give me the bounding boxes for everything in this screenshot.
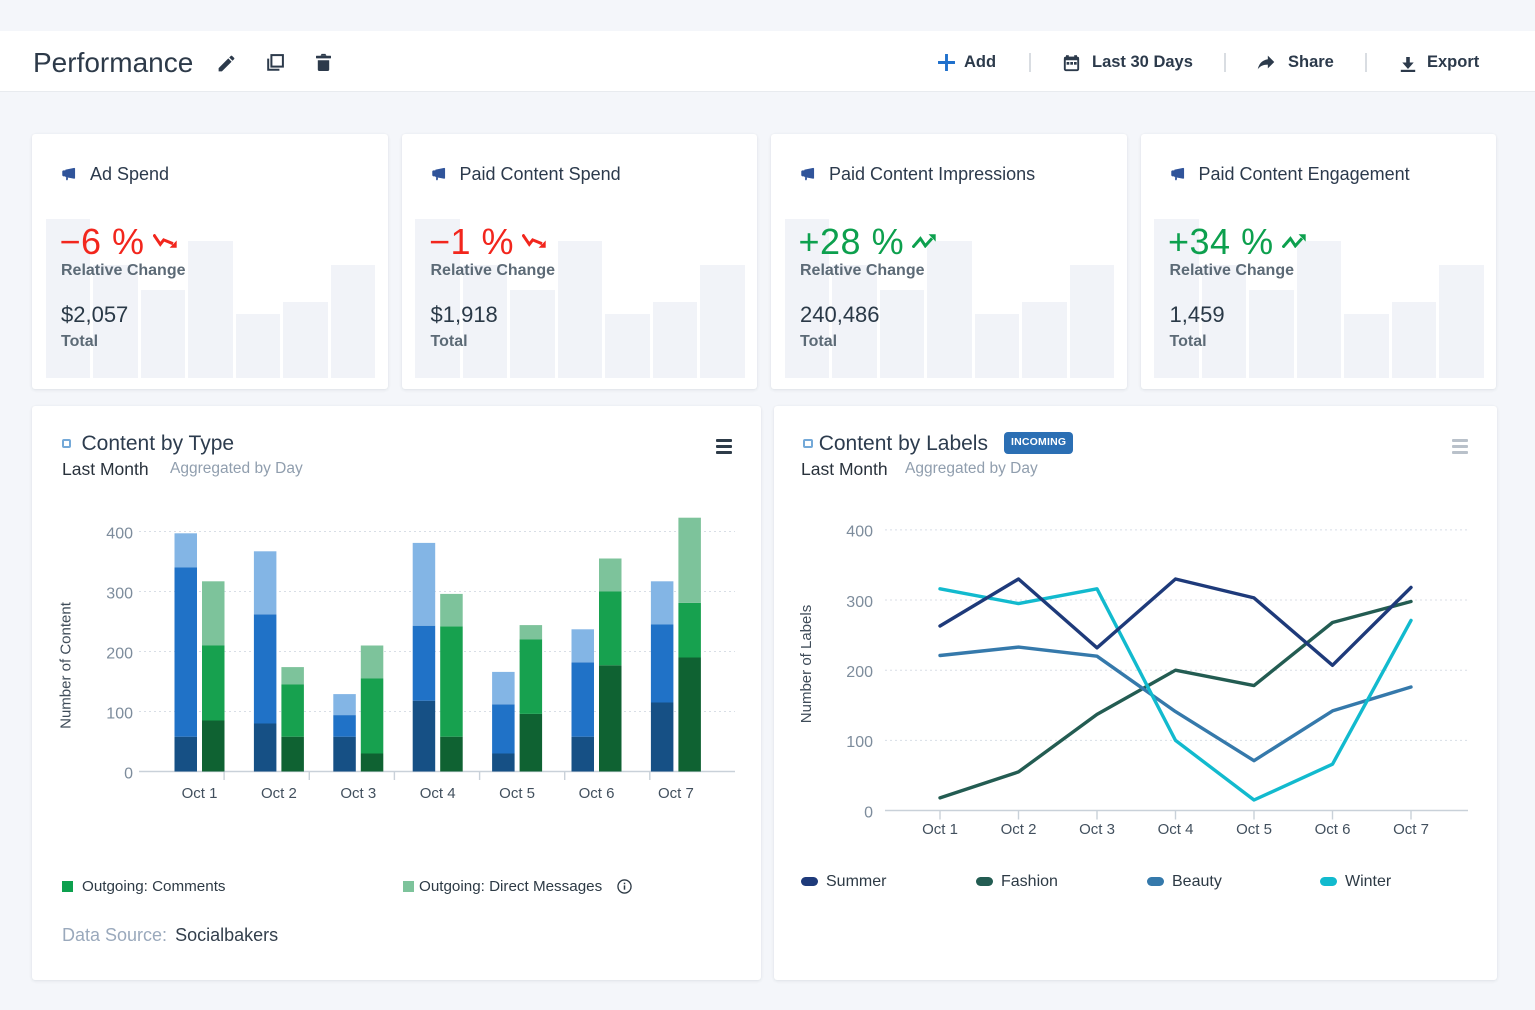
svg-text:Oct 5: Oct 5 xyxy=(1236,821,1272,838)
svg-text:Oct 7: Oct 7 xyxy=(1393,821,1429,838)
svg-text:Number of Labels: Number of Labels xyxy=(798,605,815,723)
svg-text:Oct 6: Oct 6 xyxy=(579,785,615,802)
svg-text:0: 0 xyxy=(124,765,133,782)
svg-text:300: 300 xyxy=(106,585,133,602)
svg-text:200: 200 xyxy=(846,664,873,681)
svg-text:Oct 4: Oct 4 xyxy=(420,785,456,802)
svg-text:400: 400 xyxy=(106,525,133,542)
svg-text:Oct 1: Oct 1 xyxy=(182,785,218,802)
svg-text:Oct 4: Oct 4 xyxy=(1158,821,1194,838)
svg-text:Oct 1: Oct 1 xyxy=(922,821,958,838)
svg-text:200: 200 xyxy=(106,645,133,662)
svg-text:100: 100 xyxy=(846,734,873,751)
svg-text:Oct 2: Oct 2 xyxy=(261,785,297,802)
svg-text:Oct 3: Oct 3 xyxy=(340,785,376,802)
svg-text:Number of Content: Number of Content xyxy=(58,601,75,729)
svg-text:Oct 6: Oct 6 xyxy=(1315,821,1351,838)
svg-text:300: 300 xyxy=(846,594,873,611)
svg-text:Oct 2: Oct 2 xyxy=(1001,821,1037,838)
svg-text:Oct 3: Oct 3 xyxy=(1079,821,1115,838)
svg-text:Oct 7: Oct 7 xyxy=(658,785,694,802)
svg-text:Oct 5: Oct 5 xyxy=(499,785,535,802)
svg-text:100: 100 xyxy=(106,705,133,722)
svg-text:400: 400 xyxy=(846,524,873,541)
svg-text:0: 0 xyxy=(864,804,873,821)
